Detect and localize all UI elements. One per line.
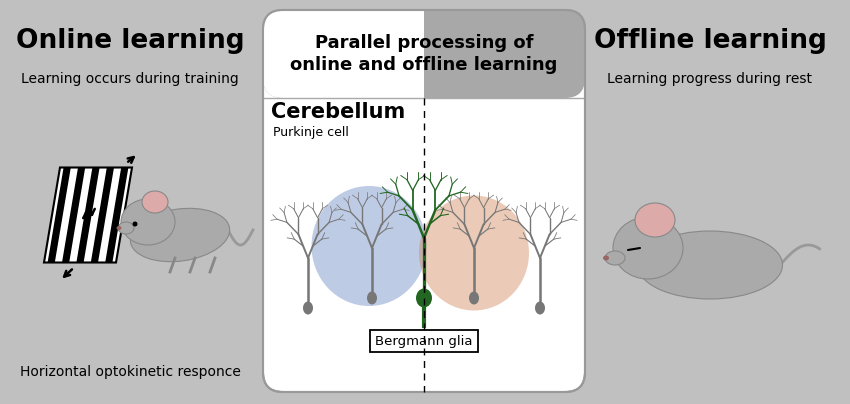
Text: Parallel processing of
online and offline learning: Parallel processing of online and offlin… [291,34,558,74]
Ellipse shape [303,301,313,314]
Ellipse shape [130,208,230,262]
Ellipse shape [142,191,168,213]
Bar [404,10,424,98]
Text: Learning occurs during training: Learning occurs during training [21,72,239,86]
Ellipse shape [635,203,675,237]
Bar [370,330,478,352]
Ellipse shape [311,186,427,306]
Text: Offline learning: Offline learning [593,28,826,54]
Ellipse shape [638,231,783,299]
Text: Horizontal optokinetic responce: Horizontal optokinetic responce [20,365,241,379]
Text: Cerebellum: Cerebellum [271,102,405,122]
FancyBboxPatch shape [263,10,424,98]
Ellipse shape [118,222,134,234]
Text: Online learning: Online learning [15,28,244,54]
Polygon shape [105,168,128,263]
Polygon shape [62,168,85,263]
Ellipse shape [121,199,175,245]
Text: Bergmann glia: Bergmann glia [375,335,473,347]
Text: Learning progress during rest: Learning progress during rest [608,72,813,86]
Polygon shape [48,168,71,263]
Ellipse shape [605,251,625,265]
Polygon shape [76,168,99,263]
Ellipse shape [116,226,122,230]
Text: Purkinje cell: Purkinje cell [273,126,348,139]
Ellipse shape [535,301,545,314]
Ellipse shape [469,292,479,305]
Ellipse shape [367,292,377,305]
Ellipse shape [613,217,683,279]
FancyBboxPatch shape [263,10,585,392]
Ellipse shape [133,221,138,227]
Polygon shape [44,168,132,263]
Ellipse shape [419,196,529,311]
Polygon shape [91,168,114,263]
FancyBboxPatch shape [263,10,585,98]
Ellipse shape [603,255,609,261]
Ellipse shape [416,288,432,307]
